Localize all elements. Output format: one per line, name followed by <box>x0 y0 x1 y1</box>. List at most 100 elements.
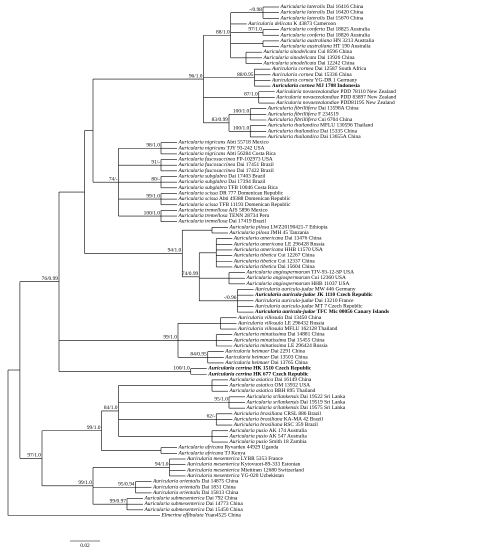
support-value: 94/1.0 <box>155 462 169 468</box>
voucher: HK 1510 Czech Republic <box>253 366 312 372</box>
taxon-label: Auricularia angiospermarum Cui 12360 USA <box>246 275 347 281</box>
taxon-label: Auricularia scissa Abti 49388 Domenican … <box>178 196 291 202</box>
species-name: Auricularia villosula <box>237 321 283 327</box>
taxon-label: Auricularia tibetica Cui 12267 China <box>233 253 315 259</box>
species-name: Auricularia cerrina <box>207 366 252 372</box>
voucher: LYBR 5353 France <box>241 456 284 462</box>
species-name: Auricularia srilankensis <box>246 394 299 400</box>
taxon-label: Auricularia orientalis Dai 1831 China <box>152 484 236 490</box>
species-name: Auricularia orientalis <box>152 490 200 496</box>
voucher: BBH 895 Thailand <box>274 388 315 394</box>
species-name: Auricularia fuscosuccinea <box>178 167 236 174</box>
support-value: 84/0.95 <box>190 352 207 358</box>
support-value: 97/1.0 <box>27 453 41 459</box>
species-name: Auricularia tremellosa <box>178 219 228 225</box>
voucher: Cui 8596 China <box>318 49 353 55</box>
taxon-label: Auricularia scissa TFB 11193 Domenican R… <box>178 202 292 208</box>
taxon-label: Auricularia heimuer Dai 2291 China <box>224 349 305 355</box>
taxon-label: Auricularia fuscosuccinea Dai 17451 Braz… <box>178 161 275 168</box>
support-value: 99/1.0 <box>78 480 92 486</box>
support-value: 100/1.0 <box>233 126 250 132</box>
voucher: HK 677 Czech Republic <box>253 371 309 377</box>
voucher: TFB 11193 Domenican Republic <box>219 202 291 208</box>
species-name: Auricularia tibetica <box>233 253 277 259</box>
taxon-label: Auricularia mesenterica Miettinen 12680 … <box>186 468 304 474</box>
species-name: Auricularia villosula <box>237 315 283 321</box>
voucher: Dai 16149 China <box>274 377 311 383</box>
voucher: TJ Kenya <box>225 451 246 457</box>
species-name: Auricularia novaezealandiae <box>275 89 339 95</box>
support-value: 91/- <box>151 159 160 165</box>
species-name: Auricularia australiana <box>280 38 333 44</box>
species-name: Auricularia heimuer <box>224 349 270 355</box>
voucher: TFB 10046 Costa Rica <box>228 185 278 191</box>
voucher: Dai 15670 China <box>326 16 363 22</box>
species-name: Auricularia tremellosa <box>178 213 228 219</box>
voucher: Dai 14773 China <box>206 501 243 507</box>
taxon-label: Auricularia nigricans TJY 93-242 USA <box>178 145 265 151</box>
support-value: 100/1.0 <box>144 210 161 216</box>
support-value: 96/1.0 <box>189 73 203 79</box>
voucher: Dai 15813 China <box>202 490 239 496</box>
voucher: PDD 78110 New Zealand <box>340 89 396 95</box>
voucher: Dai 15450 China <box>206 507 243 513</box>
species-name: Auricularia subglabra <box>178 179 228 185</box>
support-value: 99/1.0 <box>87 425 101 431</box>
species-name: Auricularia mesenterica <box>186 456 240 462</box>
taxon-label: Auricularia auricula-judae TFC Mic 00056… <box>254 309 389 315</box>
voucher: Dai 1831 China <box>202 484 237 490</box>
voucher: LE 296432 Russia <box>284 321 324 327</box>
species-name: Auricularia scissa <box>178 202 219 208</box>
species-name: Auricularia mesenterica <box>186 473 240 479</box>
species-name: Auricularia fuscosuccinea <box>178 161 236 168</box>
voucher: F 234519 <box>318 112 339 118</box>
taxon-label: Auricularia heimuer Dai 13503 China <box>224 355 308 361</box>
taxon-label: Auricularia nigricans Abti 56284 Costa R… <box>178 151 277 157</box>
taxon-label: Auricularia scissa DR 777 Domenican Repu… <box>178 191 284 197</box>
taxon-label: Auricularia australiana HN 3213 Australi… <box>280 38 375 44</box>
voucher: Dai 2291 China <box>271 349 306 355</box>
taxon-label: Auricularia cerrina HK 1510 Czech Republ… <box>207 366 312 372</box>
voucher: AJS 5896 Mexico <box>229 208 268 214</box>
voucher: Dai 18826 Australia <box>326 32 370 38</box>
taxon-label: Auricularia asiatica BBH 895 Thailand <box>229 388 316 394</box>
species-name: Auricularia novaezealandiae <box>275 95 339 101</box>
support-value: -/0.98 <box>249 7 262 13</box>
support-value: 95/1.0 <box>214 397 228 403</box>
voucher: Dai 18825 Australia <box>326 27 370 33</box>
taxon-label: Auricularia tremellosa AJS 5896 Mexico <box>178 208 268 214</box>
taxon-label: Auricularia pilosa JMH 45 Tanzania <box>229 230 310 236</box>
species-name: Auricularia sinodelicata <box>263 55 317 61</box>
voucher: MT 7 Czech Republic <box>315 304 363 310</box>
taxon-label: Auricularia asiatica OM 13932 USA <box>229 383 311 389</box>
species-name: Auricularia australiana <box>280 44 333 50</box>
species-name: Auricularia fuscosuccinea <box>178 156 236 163</box>
taxon-label: Auricularia fibrillifera F 234519 <box>267 111 339 118</box>
taxon-label: Auricularia thailandica MFLU 130596 Thai… <box>267 123 374 129</box>
taxon-label: Auricularia americana HHB 11570 USA <box>233 247 323 253</box>
species-name: Auricularia minutissima <box>233 338 287 344</box>
species-name: Auricularia orientalis <box>152 479 200 485</box>
voucher: TENN 28734 Peru <box>229 213 270 219</box>
voucher: YG-020 Uzbekistan <box>241 473 285 479</box>
voucher: PDD81195 New Zealand <box>340 100 395 106</box>
voucher: Dai 13450 China <box>284 315 321 321</box>
taxon-label: Auricularia fuscosuccinea FP-102973 USA <box>178 156 273 163</box>
species-name: Auricularia pusio <box>229 439 268 445</box>
species-name: Auricularia orientalis <box>152 484 200 490</box>
voucher: HHB 11037 USA <box>311 281 349 287</box>
taxon-label: Auricularia cornea Dai 15336 China <box>271 72 352 78</box>
taxon-label: Auricularia mesenterica Kytovuori-89-333… <box>186 462 301 468</box>
taxon-label: Auricularia minutissima Dai 15455 China <box>233 338 325 344</box>
taxon-label: Auricularia submesenterica Dai 14773 Chi… <box>144 501 244 507</box>
support-value: -/0.96 <box>224 295 237 301</box>
voucher: Dai 17403 Brazil <box>228 174 266 180</box>
voucher: MFLU 130596 Thailand <box>320 123 373 129</box>
species-name: Auricularia tibetica <box>233 258 277 264</box>
voucher: Dai 13210 France <box>315 298 354 304</box>
species-name: Auricularia lateralis <box>280 4 325 10</box>
species-name: Auricularia srilankensis <box>246 400 299 406</box>
support-value: 87/1.0 <box>244 92 258 98</box>
taxon-label: Auricularia auricula-judae JK 1110 Czech… <box>254 292 373 298</box>
voucher: AK 174 Australia <box>269 428 308 434</box>
